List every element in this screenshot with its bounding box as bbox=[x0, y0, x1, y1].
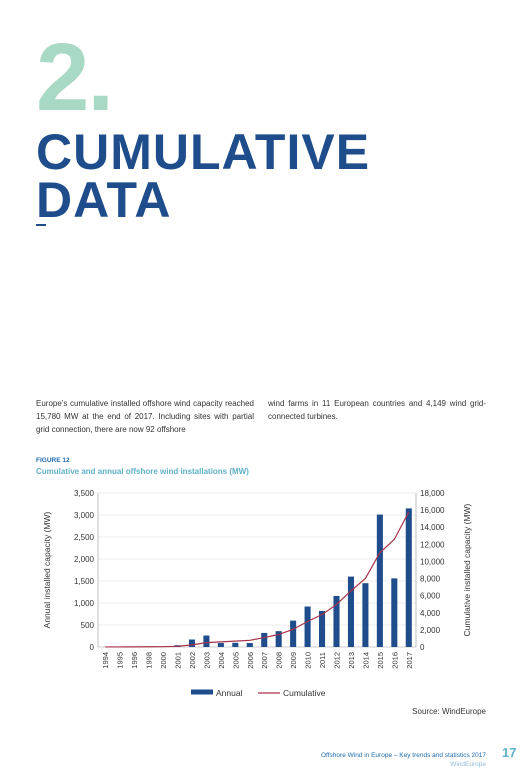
chapter-title-line2: DATA bbox=[36, 172, 172, 228]
figure-caption: Cumulative and annual offshore wind inst… bbox=[36, 467, 249, 476]
bar bbox=[391, 578, 398, 647]
y2-tick-label: 4,000 bbox=[420, 609, 441, 618]
y-tick-label: 500 bbox=[81, 621, 95, 630]
title-rule bbox=[36, 224, 46, 226]
intro-text-right: wind farms in 11 European countries and … bbox=[268, 399, 486, 421]
x-tick-label: 2005 bbox=[231, 652, 240, 669]
x-tick-label: 1998 bbox=[145, 652, 154, 669]
intro-text-left: Europe’s cumulative installed offshore w… bbox=[36, 399, 254, 434]
y2-tick-label: 12,000 bbox=[420, 540, 445, 549]
footer-brand: WindEurope bbox=[450, 761, 486, 768]
bar bbox=[188, 639, 195, 647]
x-tick-label: 1995 bbox=[116, 652, 125, 669]
x-tick-label: 2011 bbox=[318, 652, 327, 668]
x-tick-label: 2004 bbox=[217, 652, 226, 669]
y2-tick-label: 18,000 bbox=[420, 489, 445, 498]
x-tick-label: 2002 bbox=[188, 652, 197, 669]
x-tick-label: 1996 bbox=[130, 652, 139, 669]
bar bbox=[304, 606, 311, 647]
chapter-title: CUMULATIVE DATA bbox=[36, 124, 371, 228]
bar bbox=[232, 642, 239, 647]
x-tick-label: 2008 bbox=[275, 652, 284, 669]
page-number: 17 bbox=[502, 745, 517, 760]
x-tick-label: 2001 bbox=[174, 652, 183, 669]
y2-tick-label: 10,000 bbox=[420, 557, 445, 566]
y2-tick-label: 16,000 bbox=[420, 506, 445, 515]
y2-tick-label: 14,000 bbox=[420, 523, 445, 532]
bar bbox=[333, 595, 340, 647]
y-tick-label: 0 bbox=[90, 643, 95, 652]
x-tick-label: 2010 bbox=[304, 652, 313, 669]
y-tick-label: 1,500 bbox=[74, 577, 95, 586]
bar bbox=[261, 632, 268, 647]
x-tick-label: 1994 bbox=[101, 652, 110, 669]
bar bbox=[290, 620, 297, 647]
x-tick-label: 2015 bbox=[376, 652, 385, 669]
bar bbox=[362, 583, 369, 647]
y2-tick-label: 2,000 bbox=[420, 626, 441, 635]
x-tick-label: 2007 bbox=[260, 652, 269, 669]
bar bbox=[376, 514, 383, 647]
bar bbox=[319, 610, 326, 647]
bar bbox=[246, 643, 253, 647]
bar bbox=[275, 631, 282, 647]
chapter-number: 2. bbox=[36, 24, 114, 131]
y-tick-label: 1,000 bbox=[74, 599, 95, 608]
y2-tick-label: 6,000 bbox=[420, 592, 441, 601]
legend-label-annual: Annual bbox=[216, 688, 243, 698]
x-tick-label: 2012 bbox=[333, 652, 342, 669]
bar bbox=[347, 576, 354, 647]
legend-swatch-annual bbox=[191, 689, 213, 695]
y-tick-label: 2,500 bbox=[74, 533, 95, 542]
cumulative-line bbox=[105, 511, 410, 648]
y-tick-label: 3,000 bbox=[74, 511, 95, 520]
bar bbox=[405, 508, 412, 647]
y-tick-label: 3,500 bbox=[74, 489, 95, 498]
x-tick-label: 2003 bbox=[202, 652, 211, 669]
y2-tick-label: 8,000 bbox=[420, 575, 441, 584]
x-tick-label: 2013 bbox=[347, 652, 356, 669]
x-tick-label: 2000 bbox=[159, 652, 168, 669]
bar bbox=[203, 635, 210, 647]
legend-label-cumulative: Cumulative bbox=[283, 688, 326, 698]
y-tick-label: 2,000 bbox=[74, 555, 95, 564]
footer: Offshore Wind in Europe – Key trends and… bbox=[321, 751, 486, 769]
x-tick-label: 2014 bbox=[361, 652, 370, 669]
bar bbox=[217, 643, 224, 647]
x-tick-label: 2006 bbox=[246, 652, 255, 669]
x-tick-label: 2016 bbox=[390, 652, 399, 669]
y2-tick-label: 0 bbox=[420, 643, 425, 652]
footer-title: Offshore Wind in Europe – Key trends and… bbox=[321, 752, 486, 759]
chapter-title-line1: CUMULATIVE bbox=[36, 124, 371, 180]
combo-chart: 0 500 1,000 1,500 2,000 2,500 3,000 3,500 0 2,000… bbox=[42, 489, 472, 698]
y-axis-title: Annual installed capacity (MW) bbox=[42, 511, 52, 628]
source-note: Source: WindEurope bbox=[412, 707, 486, 716]
y2-axis-title: Cumulative installed capacity (MW) bbox=[462, 503, 472, 636]
figure-label: FIGURE 12 bbox=[36, 457, 70, 464]
x-tick-label: 2017 bbox=[405, 652, 414, 669]
x-tick-label: 2009 bbox=[289, 652, 298, 669]
